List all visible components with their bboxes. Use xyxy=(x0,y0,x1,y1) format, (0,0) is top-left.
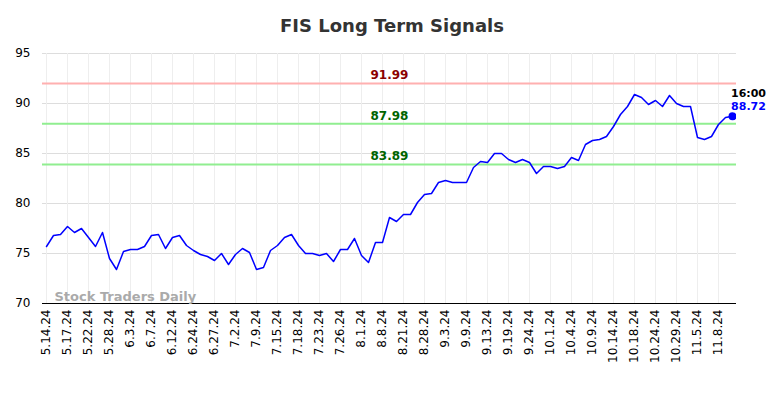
svg-text:83.89: 83.89 xyxy=(371,149,409,163)
svg-text:11.5.24: 11.5.24 xyxy=(690,310,704,356)
html-text:FIS Long Term Signals: FIS Long Term Signals xyxy=(280,15,504,36)
svg-text:10.24.24: 10.24.24 xyxy=(648,310,662,363)
svg-text:10.4.24: 10.4.24 xyxy=(564,310,578,356)
svg-text:95: 95 xyxy=(15,46,30,60)
svg-text:7.9.24: 7.9.24 xyxy=(249,310,263,348)
svg-text:9.3.24: 9.3.24 xyxy=(438,310,452,348)
svg-text:5.17.24: 5.17.24 xyxy=(60,310,74,356)
svg-text:5.28.24: 5.28.24 xyxy=(102,310,116,356)
svg-text:85: 85 xyxy=(15,146,30,160)
svg-text:9.24.24: 9.24.24 xyxy=(522,310,536,356)
svg-text:10.18.24: 10.18.24 xyxy=(627,310,641,363)
svg-text:11.8.24: 11.8.24 xyxy=(711,310,725,356)
svg-text:8.21.24: 8.21.24 xyxy=(396,310,410,356)
svg-text:9.19.24: 9.19.24 xyxy=(501,310,515,356)
svg-text:8.28.24: 8.28.24 xyxy=(417,310,431,356)
svg-text:80: 80 xyxy=(15,196,30,210)
svg-text:8.1.24: 8.1.24 xyxy=(354,310,368,348)
svg-text:90: 90 xyxy=(15,96,30,110)
svg-text:9.9.24: 9.9.24 xyxy=(459,310,473,348)
svg-text:Stock Traders Daily: Stock Traders Daily xyxy=(55,289,197,304)
svg-text:7.26.24: 7.26.24 xyxy=(333,310,347,356)
svg-text:6.27.24: 6.27.24 xyxy=(207,310,221,356)
svg-text:5.22.24: 5.22.24 xyxy=(81,310,95,356)
svg-text:6.12.24: 6.12.24 xyxy=(165,310,179,356)
svg-text:5.14.24: 5.14.24 xyxy=(39,310,53,356)
svg-text:7.15.24: 7.15.24 xyxy=(270,310,284,356)
svg-text:8.8.24: 8.8.24 xyxy=(375,310,389,348)
svg-text:16:00: 16:00 xyxy=(731,87,766,100)
svg-text:75: 75 xyxy=(15,246,30,260)
svg-text:7.18.24: 7.18.24 xyxy=(291,310,305,356)
svg-text:6.24.24: 6.24.24 xyxy=(186,310,200,356)
svg-text:88.72: 88.72 xyxy=(731,100,766,113)
svg-text:7.23.24: 7.23.24 xyxy=(312,310,326,356)
svg-text:6.3.24: 6.3.24 xyxy=(123,310,137,348)
svg-text:70: 70 xyxy=(15,296,30,310)
svg-text:6.7.24: 6.7.24 xyxy=(144,310,158,348)
svg-text:7.2.24: 7.2.24 xyxy=(228,310,242,348)
svg-text:10.29.24: 10.29.24 xyxy=(669,310,683,363)
svg-text:9.13.24: 9.13.24 xyxy=(480,310,494,356)
svg-text:10.9.24: 10.9.24 xyxy=(585,310,599,356)
svg-text:87.98: 87.98 xyxy=(371,109,409,123)
svg-text:91.99: 91.99 xyxy=(371,68,409,82)
svg-text:10.1.24: 10.1.24 xyxy=(543,310,557,356)
svg-text:10.14.24: 10.14.24 xyxy=(606,310,620,363)
